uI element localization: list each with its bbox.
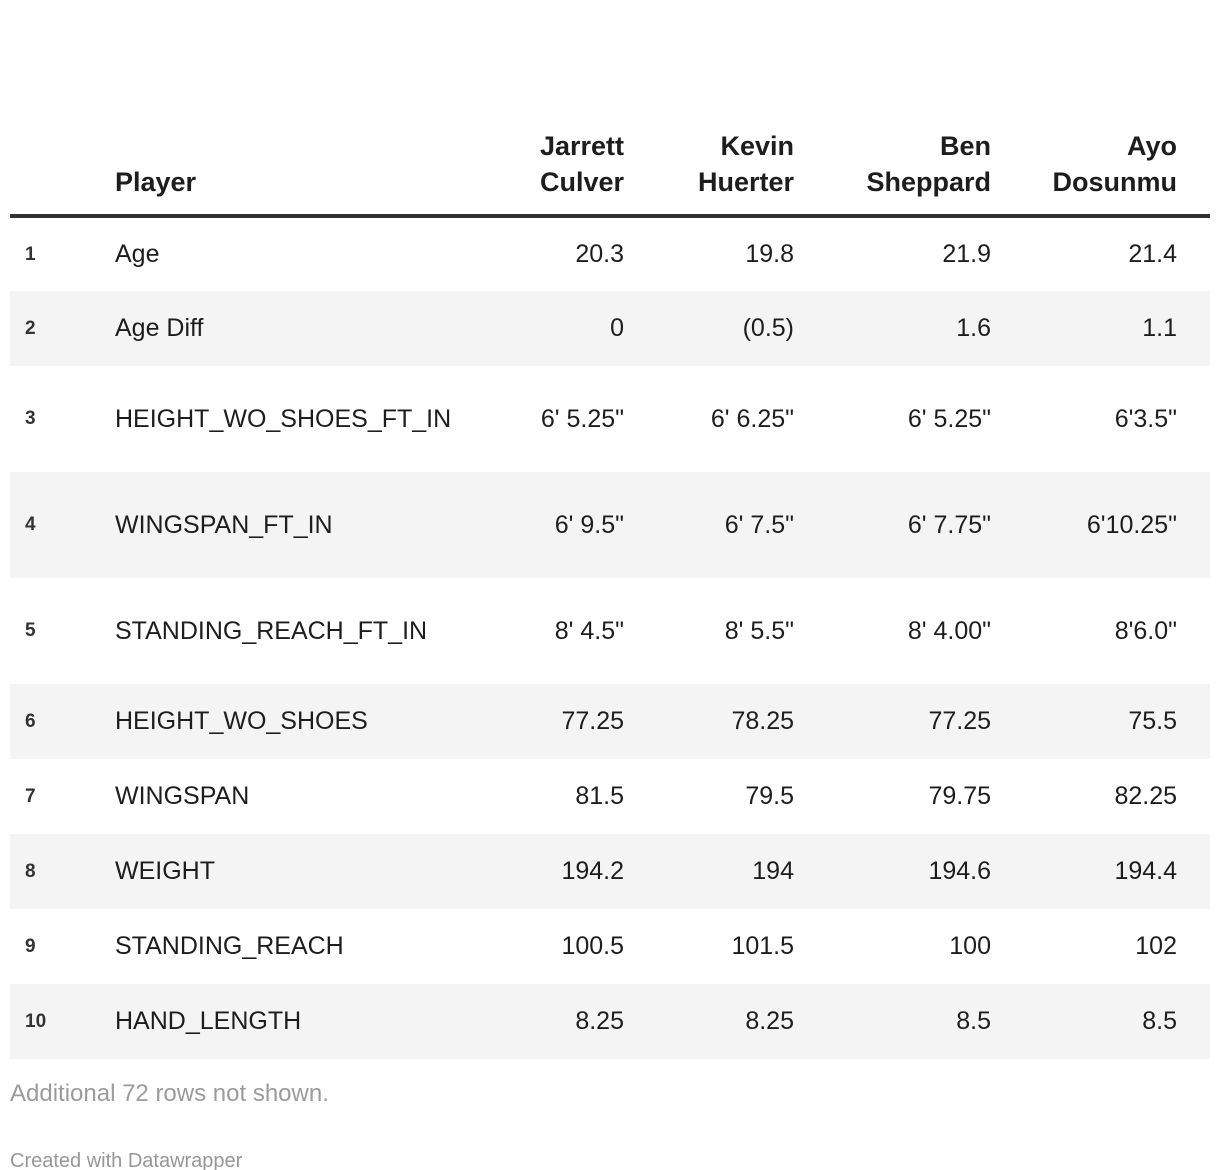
cell-value: 6'3.5" (1114, 404, 1177, 433)
cell-value: 75.5 (1128, 707, 1177, 735)
column-header-ben-sheppard: Ben Sheppard (794, 100, 991, 218)
row-number: 7 (25, 785, 36, 807)
cell-value: 82.25 (1114, 782, 1177, 810)
cell-value: 0 (610, 314, 624, 342)
cell-value: 81.5 (575, 782, 624, 810)
column-header-kevin-huerter: Kevin Huerter (624, 100, 794, 218)
table-row: 8 WEIGHT 194.2 194 194.6 194.4 (10, 834, 1210, 909)
cell-value: 20.3 (575, 240, 624, 268)
table-row: 3 HEIGHT_WO_SHOES_FT_IN 6' 5.25" 6' 6.25" 6'… (10, 366, 1210, 472)
cell-value: (0.5) (742, 314, 794, 342)
cell-value: 8.5 (1142, 1007, 1177, 1035)
cell-value: 79.75 (928, 782, 991, 810)
row-label: Age (115, 240, 160, 268)
row-label: WEIGHT (115, 857, 215, 885)
cell-value: 8'6.0" (1114, 616, 1177, 645)
column-header-jarrett-culver: Jarrett Culver (470, 100, 624, 218)
cell-value: 21.4 (1128, 240, 1177, 268)
cell-value: 1.1 (1142, 314, 1177, 342)
cell-value: 194.6 (928, 857, 991, 885)
cell-value: 8' 5.5" (724, 616, 794, 645)
column-header-ayo-dosunmu: Ayo Dosunmu (991, 100, 1210, 218)
cell-value: 8' 4.5" (554, 616, 624, 645)
row-number: 3 (25, 408, 36, 429)
cell-value: 21.9 (942, 240, 991, 268)
row-label: HAND_LENGTH (115, 1007, 302, 1035)
row-label: STANDING_REACH_FT_IN (115, 616, 428, 645)
header-row: Player Jarrett Culver Kevin Huerter Ben … (10, 100, 1210, 218)
player-measurements-table: Player Jarrett Culver Kevin Huerter Ben … (10, 100, 1210, 1059)
cell-value: 1.6 (956, 314, 991, 342)
table-row: 10 HAND_LENGTH 8.25 8.25 8.5 8.5 (10, 984, 1210, 1059)
row-number: 8 (25, 860, 36, 882)
row-label: STANDING_REACH (115, 932, 344, 960)
datawrapper-credit-link[interactable]: Created with Datawrapper (10, 1150, 243, 1170)
row-label: HEIGHT_WO_SHOES (115, 707, 368, 735)
table-row: 7 WINGSPAN 81.5 79.5 79.75 82.25 (10, 759, 1210, 834)
table-row: 6 HEIGHT_WO_SHOES 77.25 78.25 77.25 75.5 (10, 684, 1210, 759)
table-row: 5 STANDING_REACH_FT_IN 8' 4.5" 8' 5.5" 8' 4.… (10, 578, 1210, 684)
cell-value: 78.25 (731, 707, 794, 735)
cell-value: 6' 9.5" (554, 510, 624, 539)
table-body: 1 Age 20.3 19.8 21.9 21.4 2 Age Diff 0 (0.5) 1.6 1.… (10, 216, 1210, 1059)
table-header: Player Jarrett Culver Kevin Huerter Ben … (10, 100, 1210, 218)
table-row: 4 WINGSPAN_FT_IN 6' 9.5" 6' 7.5" 6' 7.75" 6'1… (10, 472, 1210, 578)
row-number: 9 (25, 935, 36, 957)
row-number: 5 (25, 620, 36, 641)
cell-value: 6' 7.5" (724, 510, 794, 539)
column-header-player: Player (115, 100, 470, 218)
row-number-header (10, 100, 115, 218)
cell-value: 101.5 (731, 932, 794, 960)
additional-rows-note: Additional 72 rows not shown. (10, 1080, 329, 1107)
cell-value: 77.25 (561, 707, 624, 735)
cell-value: 6' 5.25" (907, 404, 991, 433)
row-number: 10 (25, 1010, 47, 1032)
cell-value: 8.25 (575, 1007, 624, 1035)
row-label: WINGSPAN_FT_IN (115, 510, 333, 539)
cell-value: 77.25 (928, 707, 991, 735)
cell-value: 6'10.25" (1086, 510, 1177, 539)
row-label: WINGSPAN (115, 782, 250, 810)
row-number: 1 (25, 243, 36, 265)
table-row: 1 Age 20.3 19.8 21.9 21.4 (10, 216, 1210, 291)
cell-value: 6' 5.25" (540, 404, 624, 433)
cell-value: 79.5 (745, 782, 794, 810)
row-number: 2 (25, 317, 36, 339)
cell-value: 6' 6.25" (710, 404, 794, 433)
row-number: 4 (25, 514, 36, 535)
cell-value: 194.4 (1114, 857, 1177, 885)
table-row: 9 STANDING_REACH 100.5 101.5 100 102 (10, 909, 1210, 984)
cell-value: 194 (752, 857, 794, 885)
cell-value: 8.5 (956, 1007, 991, 1035)
table-row: 2 Age Diff 0 (0.5) 1.6 1.1 (10, 291, 1210, 366)
cell-value: 100 (949, 932, 991, 960)
cell-value: 102 (1135, 932, 1177, 960)
cell-value: 194.2 (561, 857, 624, 885)
row-label: Age Diff (115, 314, 204, 342)
cell-value: 6' 7.75" (907, 510, 991, 539)
cell-value: 8.25 (745, 1007, 794, 1035)
cell-value: 19.8 (745, 240, 794, 268)
cell-value: 100.5 (561, 932, 624, 960)
cell-value: 8' 4.00" (907, 616, 991, 645)
table-container: Player Jarrett Culver Kevin Huerter Ben … (10, 100, 1210, 1059)
row-number: 6 (25, 710, 36, 732)
row-label: HEIGHT_WO_SHOES_FT_IN (115, 404, 452, 433)
